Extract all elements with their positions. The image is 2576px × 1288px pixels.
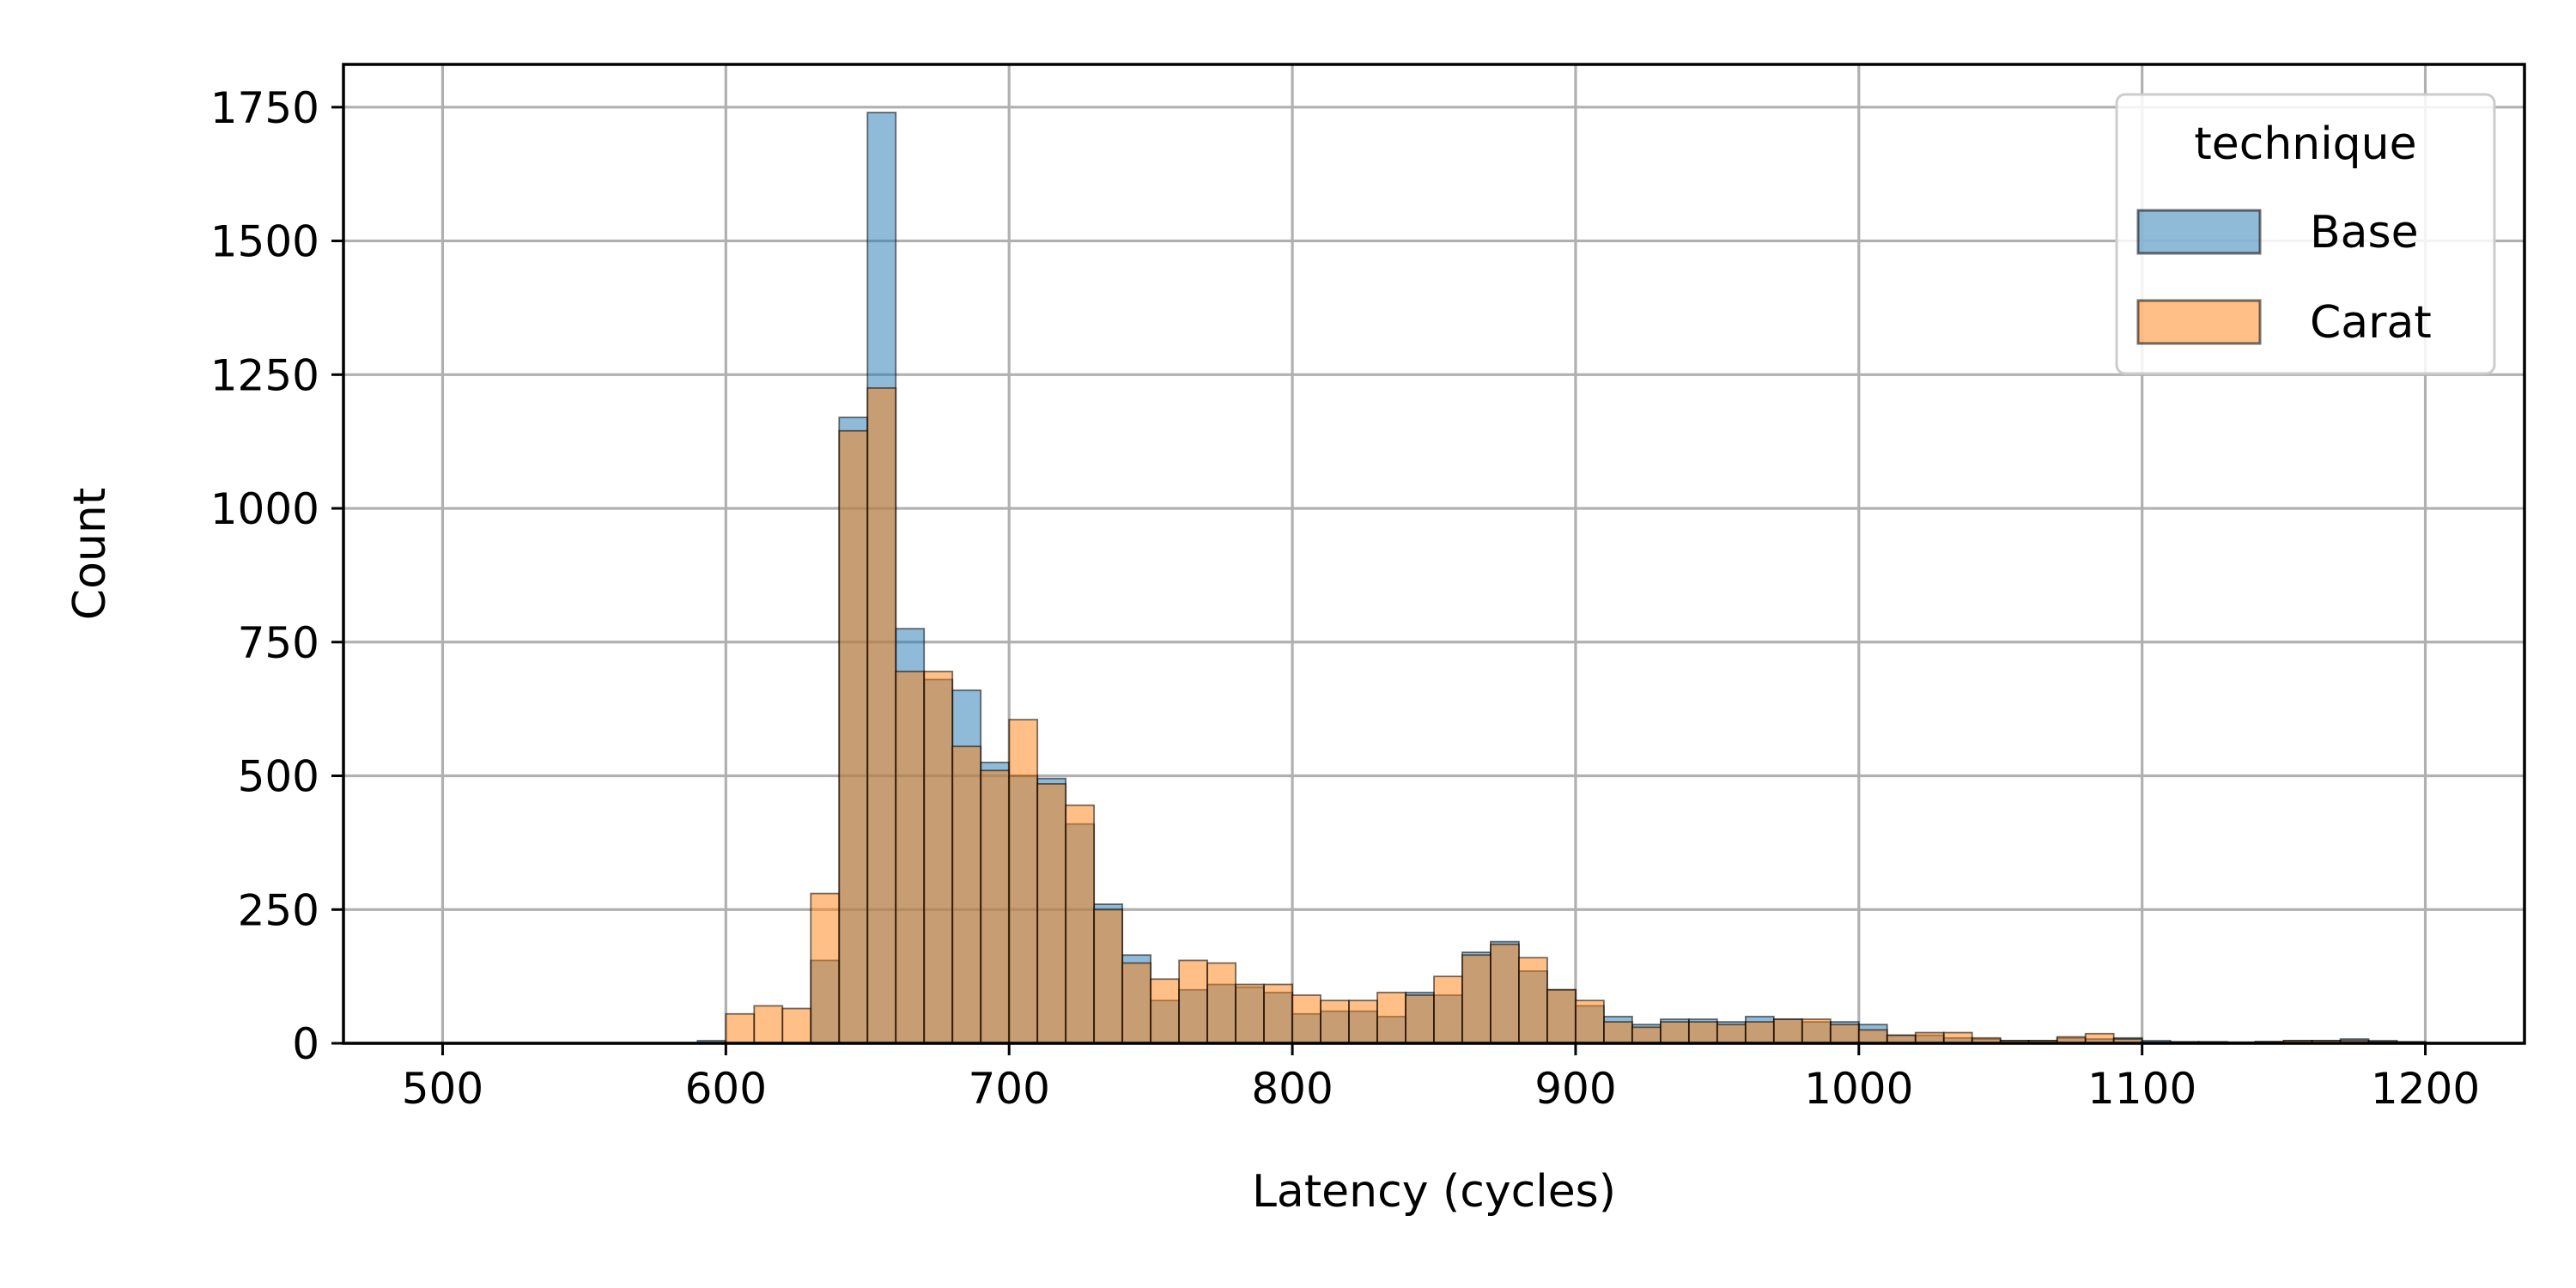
axis-ticks: 500 600 700 800 900 1000 1100 1200 0 250 500 750 100… xyxy=(210,83,2480,1114)
histogram-bar-carat xyxy=(1348,999,1378,1044)
histogram-bar-carat xyxy=(1659,1021,1690,1044)
legend-label-carat: Carat xyxy=(2310,297,2432,349)
histogram-bar-carat xyxy=(951,745,982,1044)
histogram-bar-carat xyxy=(1461,954,1492,1044)
histogram-bar-carat xyxy=(1065,804,1096,1044)
histogram-bar-carat xyxy=(1291,994,1321,1044)
y-axis-title: Count xyxy=(64,488,116,620)
y-tick-label: 1250 xyxy=(210,350,319,400)
histogram-bar-carat xyxy=(1320,999,1350,1044)
histogram-bar-carat xyxy=(1008,719,1039,1044)
x-tick-label: 1000 xyxy=(1804,1064,1913,1114)
legend: technique Base Carat xyxy=(2115,93,2496,375)
x-tick-label: 700 xyxy=(968,1064,1049,1114)
histogram-bar-carat xyxy=(838,429,869,1044)
histogram-bar-carat xyxy=(1687,1021,1718,1044)
histogram-bar-carat xyxy=(1235,983,1265,1044)
histogram-bar-carat xyxy=(1433,975,1463,1044)
y-tick-label: 1750 xyxy=(210,83,319,133)
histogram-bar-carat xyxy=(1036,782,1067,1044)
histogram-bar-carat xyxy=(781,1007,812,1044)
histogram-bar-carat xyxy=(1405,994,1435,1044)
histogram-bar-carat xyxy=(1857,1029,1888,1044)
histogram-bar-carat xyxy=(980,769,1011,1044)
y-tick-label: 1500 xyxy=(210,217,319,267)
histogram-bar-carat xyxy=(810,892,841,1044)
histogram-bar-carat xyxy=(1772,1018,1803,1044)
y-tick-label: 250 xyxy=(238,885,319,935)
histogram-bar-carat xyxy=(1603,1021,1633,1044)
y-tick-label: 500 xyxy=(238,752,319,802)
legend-swatch-carat xyxy=(2136,299,2262,345)
x-tick-label: 900 xyxy=(1534,1064,1616,1114)
x-tick-label: 1200 xyxy=(2371,1064,2480,1114)
histogram-bar-carat xyxy=(1631,1026,1662,1044)
histogram-bar-carat xyxy=(1178,959,1209,1044)
histogram-bar-carat xyxy=(1829,1024,1860,1044)
histogram-bar-carat xyxy=(1801,1018,1832,1044)
x-tick-label: 600 xyxy=(685,1064,767,1114)
y-tick-label: 1000 xyxy=(210,484,319,534)
histogram-bar-carat xyxy=(1518,957,1548,1044)
histogram-bar-carat xyxy=(1546,988,1577,1044)
histogram-bar-carat xyxy=(725,1012,756,1044)
histogram-bar-carat xyxy=(1093,908,1124,1044)
y-tick-label: 0 xyxy=(292,1019,319,1069)
histogram-bar-carat xyxy=(1263,983,1293,1044)
legend-label-base: Base xyxy=(2310,207,2419,258)
x-axis-title: Latency (cycles) xyxy=(1252,1166,1616,1218)
histogram-bar-carat xyxy=(1490,943,1520,1044)
y-tick-label: 750 xyxy=(238,618,319,668)
histogram-bar-carat xyxy=(1150,978,1181,1044)
legend-items: Base Carat xyxy=(2136,207,2432,349)
histogram-bar-carat xyxy=(753,1005,784,1044)
histogram-bar-carat xyxy=(1121,962,1152,1044)
x-tick-label: 1100 xyxy=(2087,1064,2196,1114)
histogram-bar-carat xyxy=(1914,1031,1945,1044)
histogram-bar-carat xyxy=(1575,999,1605,1044)
histogram-bar-carat xyxy=(895,671,926,1044)
histogram-bar-carat xyxy=(1376,991,1406,1044)
x-tick-label: 500 xyxy=(402,1064,483,1114)
x-tick-label: 800 xyxy=(1251,1064,1333,1114)
plot-area-frame xyxy=(342,63,2526,1045)
histogram-bar-carat xyxy=(923,671,954,1044)
histogram-bar-carat xyxy=(1716,1024,1747,1044)
legend-swatch-base xyxy=(2136,209,2262,255)
histogram-bar-carat xyxy=(1744,1021,1775,1044)
histogram-bars xyxy=(696,112,2427,1044)
histogram-bar-carat xyxy=(1206,962,1236,1044)
histogram-bar-carat xyxy=(1942,1031,1973,1044)
legend-title: technique xyxy=(2194,118,2416,170)
histogram-bar-carat xyxy=(866,386,897,1044)
